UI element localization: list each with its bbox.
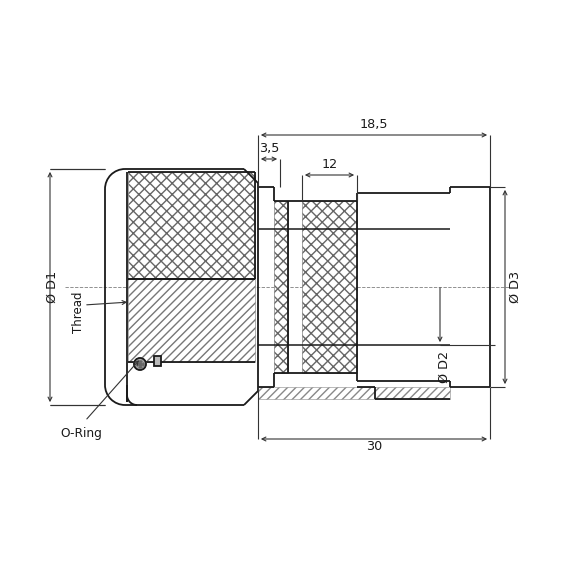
Text: Thread: Thread [72, 291, 84, 333]
Text: Ø D1: Ø D1 [45, 271, 59, 303]
Bar [154, 356, 161, 366]
Text: 12: 12 [321, 158, 338, 171]
Text: 18,5: 18,5 [360, 118, 388, 131]
Text: Ø D3: Ø D3 [509, 271, 522, 303]
Bar [128, 279, 255, 362]
Text: 30: 30 [366, 440, 382, 453]
Bar [302, 201, 357, 373]
Text: Ø D2: Ø D2 [438, 351, 450, 383]
Bar [274, 201, 288, 373]
Bar [258, 387, 450, 399]
Bar [128, 172, 255, 279]
Text: O-Ring: O-Ring [60, 427, 102, 439]
Circle shape [134, 358, 146, 370]
Text: 3,5: 3,5 [259, 142, 279, 155]
